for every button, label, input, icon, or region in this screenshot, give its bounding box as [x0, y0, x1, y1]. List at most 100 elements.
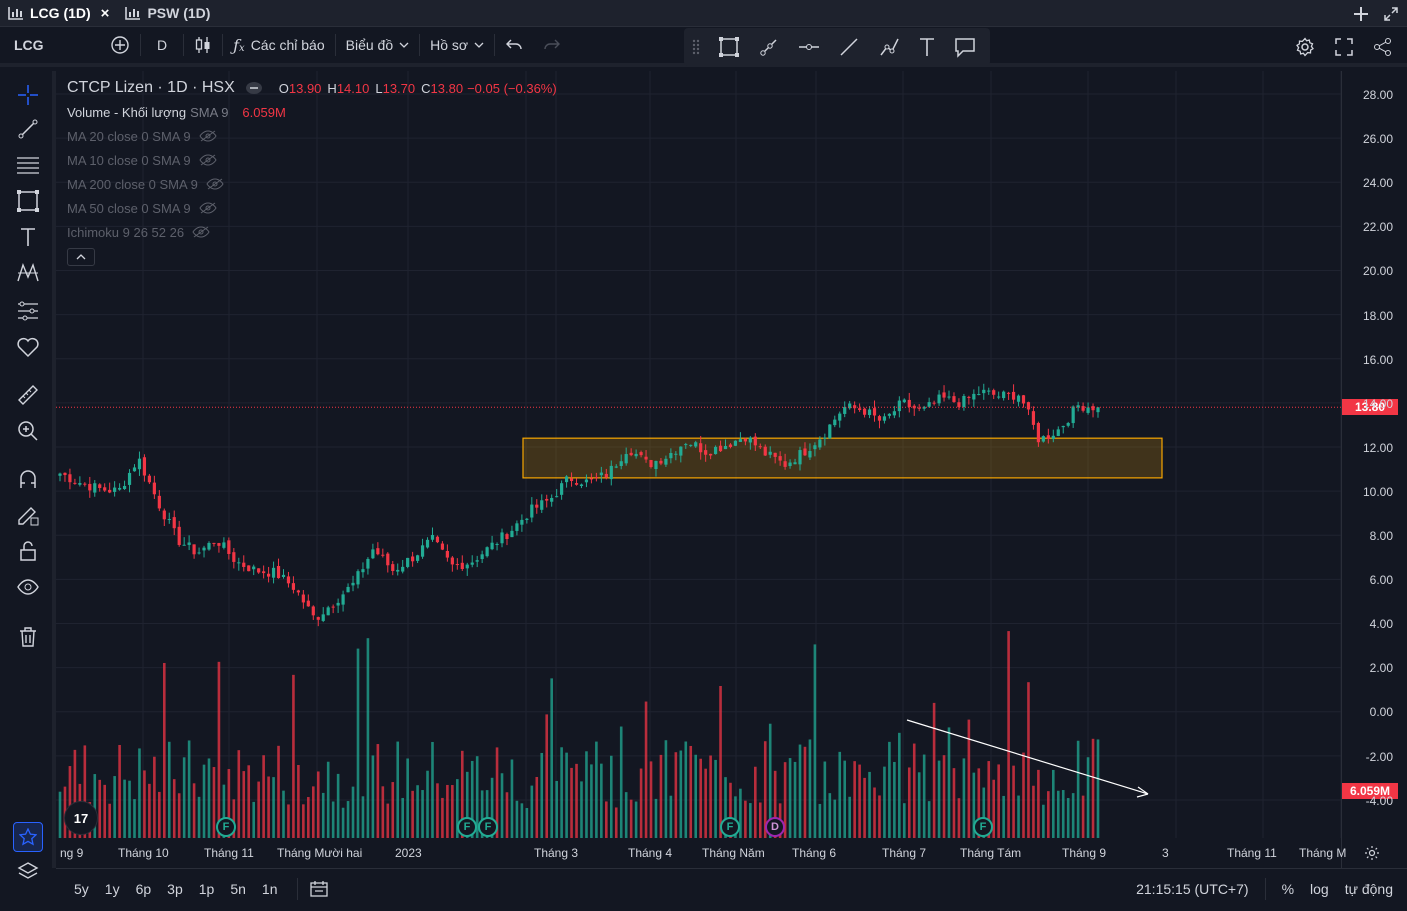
financial-event-marker[interactable]: F [973, 817, 993, 837]
indicator-ma50[interactable]: MA 50 close 0 SMA 9 [67, 196, 557, 220]
range-1d[interactable]: 1n [261, 880, 278, 897]
eye-off-icon[interactable] [198, 154, 217, 166]
arrow-head [1136, 786, 1149, 798]
volume-bar [202, 764, 206, 838]
price-chart[interactable] [56, 71, 1341, 838]
time-axis-label: Tháng Tám [960, 846, 1022, 860]
stay-in-drawing-icon[interactable] [16, 503, 40, 527]
expand-icon[interactable] [1383, 6, 1399, 22]
candle-body [679, 446, 683, 456]
candle-body [73, 482, 77, 484]
tab-lcg[interactable]: LCG (1D) × [0, 0, 117, 27]
text-tool-icon[interactable] [918, 36, 936, 58]
volume-bar [361, 796, 365, 838]
share-icon[interactable] [1373, 37, 1393, 57]
volume-bar [530, 785, 534, 838]
chart-menu-button[interactable]: Biểu đồ [336, 25, 419, 65]
financial-event-marker[interactable]: F [457, 817, 477, 837]
collapse-legend-button[interactable] [67, 248, 95, 266]
range-3m[interactable]: 3p [167, 880, 183, 897]
lock-icon[interactable] [16, 539, 40, 563]
undo-button[interactable] [495, 25, 533, 65]
axis-settings-icon[interactable] [1364, 845, 1380, 866]
redo-button[interactable] [533, 25, 571, 65]
financial-event-marker[interactable]: F [720, 817, 740, 837]
rectangle-tool-icon[interactable] [718, 36, 740, 58]
indicator-ichimoku[interactable]: Ichimoku 9 26 52 26 [67, 220, 557, 244]
log-toggle[interactable]: log [1310, 881, 1329, 897]
drag-handle-icon[interactable] [692, 39, 700, 55]
volume-bar [73, 749, 77, 838]
eye-icon[interactable] [16, 575, 40, 599]
candle-body [892, 411, 896, 416]
candle-body [584, 479, 589, 483]
layers-icon[interactable] [16, 860, 40, 889]
tradingview-logo[interactable]: 17 [64, 801, 98, 835]
eye-off-icon[interactable] [192, 226, 210, 238]
indicators-button[interactable]: ƒx Các chỉ báo [223, 25, 335, 65]
indicator-ma10[interactable]: MA 10 close 0 SMA 9 [67, 148, 557, 172]
volume-bar [1027, 682, 1030, 838]
eye-off-icon[interactable] [198, 130, 217, 142]
price-axis[interactable]: 13.80 6.059M 28.00 26.00 24.00 22.00 20.00 18… [1341, 71, 1407, 868]
magnet-icon[interactable] [16, 467, 40, 491]
path-tool-icon[interactable] [878, 36, 900, 58]
fullscreen-icon[interactable] [1335, 38, 1353, 56]
candle-body [614, 466, 618, 468]
settings-icon[interactable] [1295, 37, 1315, 57]
volume-bar [475, 756, 479, 838]
financial-event-marker[interactable]: F [216, 817, 236, 837]
text-tool-icon[interactable] [16, 225, 40, 249]
compare-button[interactable] [100, 25, 140, 65]
range-5d[interactable]: 5n [230, 880, 246, 897]
candle-body [967, 396, 971, 398]
close-icon[interactable]: × [100, 4, 110, 22]
ruler-icon[interactable] [16, 383, 40, 407]
shape-tool-icon[interactable] [16, 189, 40, 213]
volume-bar [848, 796, 851, 838]
clock-timezone[interactable]: 21:15:15 (UTC+7) [1136, 881, 1249, 897]
candle-body [987, 390, 991, 392]
interval-button[interactable]: D [157, 37, 168, 53]
range-1m[interactable]: 1p [198, 880, 215, 897]
financial-event-marker[interactable]: F [478, 817, 498, 837]
symbol-search[interactable]: LCG [14, 37, 44, 53]
tab-psw[interactable]: PSW (1D) [117, 0, 218, 27]
zoom-in-icon[interactable] [16, 419, 40, 443]
go-to-date-icon[interactable] [310, 880, 329, 897]
chart-type-button[interactable] [184, 25, 222, 65]
candle-body [271, 567, 276, 578]
minus-circle-icon[interactable] [245, 81, 263, 95]
eye-off-icon[interactable] [198, 202, 217, 214]
indicator-ma20[interactable]: MA 20 close 0 SMA 9 [67, 124, 557, 148]
range-5y[interactable]: 5y [74, 880, 89, 897]
plus-icon[interactable] [1353, 6, 1369, 22]
volume-bar [391, 782, 395, 838]
auto-scale-toggle[interactable]: tự động [1344, 881, 1393, 897]
fib-retracement-icon[interactable] [16, 153, 40, 177]
pattern-tool-icon[interactable] [16, 261, 40, 285]
time-axis-label: Tháng 3 [534, 846, 579, 860]
price-axis-label: 2.00 [1369, 661, 1393, 676]
heart-icon[interactable] [16, 335, 40, 359]
candle-body [346, 586, 350, 593]
plus-circle-icon [111, 36, 129, 54]
indicator-ma200[interactable]: MA 200 close 0 SMA 9 [67, 172, 557, 196]
volume-bar [833, 799, 837, 838]
trend-line-tool-icon[interactable] [16, 117, 40, 141]
range-1y[interactable]: 1y [104, 880, 120, 897]
crosshair-icon[interactable] [16, 83, 40, 107]
callout-tool-icon[interactable] [954, 36, 976, 58]
profile-menu-button[interactable]: Hồ sơ [420, 25, 494, 65]
range-6m[interactable]: 6p [135, 880, 152, 897]
ray-tool-icon[interactable] [758, 36, 780, 58]
percent-toggle[interactable]: % [1281, 881, 1295, 897]
trash-icon[interactable] [16, 625, 40, 649]
eye-off-icon[interactable] [206, 178, 224, 190]
volume-bar [500, 773, 504, 838]
horizontal-ray-icon[interactable] [798, 36, 820, 58]
watchlist-star-icon[interactable] [13, 822, 43, 852]
dividend-event-marker[interactable]: D [765, 817, 785, 837]
prediction-tool-icon[interactable] [16, 299, 40, 323]
trend-line-icon[interactable] [838, 36, 860, 58]
